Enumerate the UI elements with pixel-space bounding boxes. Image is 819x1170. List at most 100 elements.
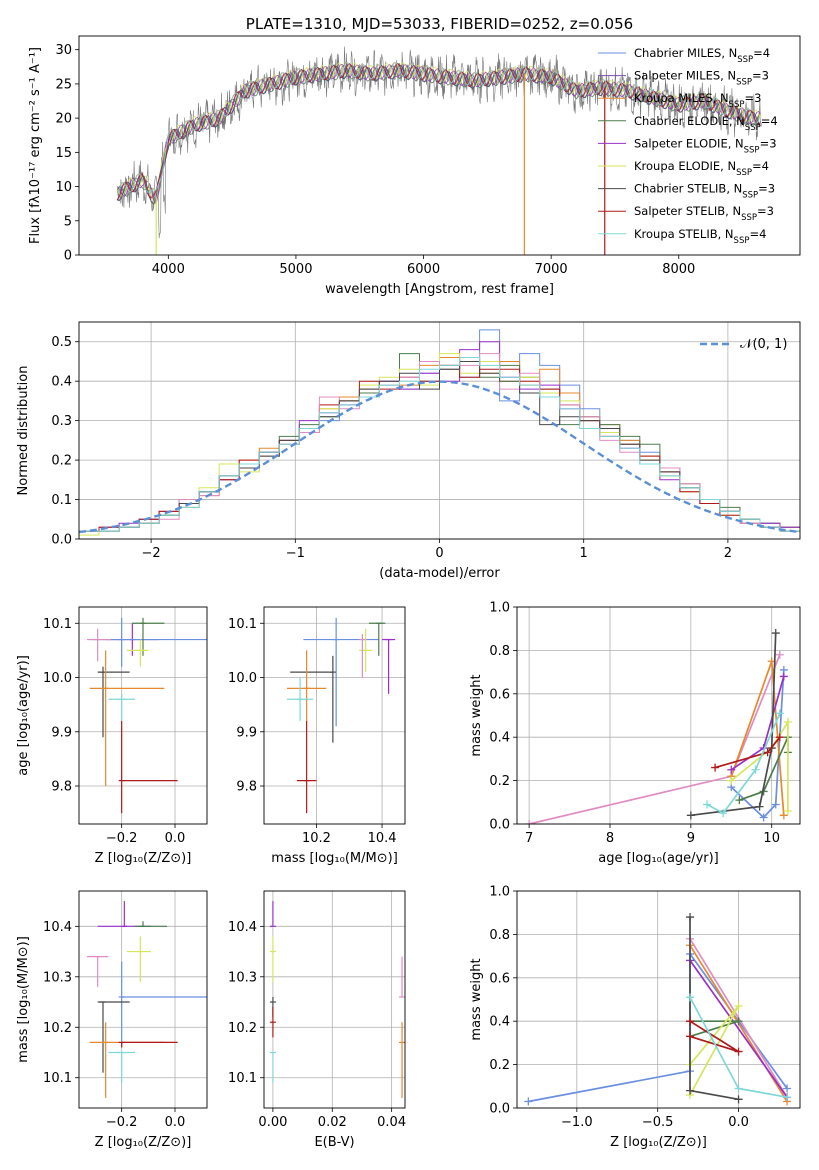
- y-tick-label: 0.4: [489, 731, 510, 746]
- y-tick-label: 10.0: [43, 671, 72, 686]
- weight-marker: [783, 1093, 792, 1102]
- weight-marker: [775, 709, 784, 718]
- y-tick-label: 0: [64, 249, 72, 264]
- x-axis-label: (data-model)/error: [379, 566, 500, 581]
- weight-line: [706, 712, 781, 815]
- x-axis-label: Z [log₁₀(Z/Z⊙)]: [95, 1135, 192, 1150]
- y-tick-label: 20: [55, 112, 72, 127]
- y-tick-label: 10.4: [228, 920, 257, 935]
- y-tick-label: 10.1: [228, 1071, 257, 1086]
- residual-histogram: [79, 357, 800, 539]
- weight-marker: [686, 913, 695, 922]
- weight-marker: [703, 800, 712, 809]
- weight-marker: [711, 763, 720, 772]
- weight-marker: [734, 1095, 743, 1104]
- plot-area-spectrum: [116, 46, 762, 255]
- weight-marker: [719, 809, 728, 818]
- legend-entry: Salpeter MILES, NSSP=3: [634, 69, 769, 88]
- x-axis-label: mass [log₁₀(M/M⊙)]: [271, 851, 398, 866]
- x-tick-label: 0.0: [165, 1115, 186, 1130]
- y-tick-label: 30: [55, 43, 72, 58]
- x-axis-label: Z [log₁₀(Z/Z⊙)]: [610, 1135, 707, 1150]
- weight-line: [730, 669, 785, 819]
- panel-weight_vs_Z: −1.0 −0.5 0.0 0.0 0.2 0.4 0.6 0.8 1.0 Z [log₁₀(Z/…: [469, 885, 801, 1150]
- weight-line: [689, 1020, 739, 1053]
- x-tick-label: −0.5: [642, 1115, 674, 1130]
- weight-marker: [771, 800, 780, 809]
- weight-marker: [734, 1017, 743, 1026]
- weight-marker: [525, 820, 534, 824]
- y-tick-label: 10.3: [228, 970, 257, 985]
- y-tick-label: 0.2: [489, 774, 510, 789]
- chart-title: PLATE=1310, MJD=53033, FIBERID=0252, z=0…: [246, 15, 633, 33]
- x-tick-label: 8000: [662, 262, 695, 277]
- weight-marker: [734, 1002, 743, 1011]
- weight-marker: [686, 811, 695, 820]
- y-axis-label: age [log₁₀(age/yr)]: [16, 655, 31, 776]
- legend-entry: Kroupa STELIB, NSSP=4: [634, 227, 766, 246]
- plot-area-residuals: [79, 329, 800, 539]
- x-tick-label: 7: [525, 831, 533, 846]
- legend-entry: Chabrier MILES, NSSP=4: [634, 46, 770, 65]
- panel-spectrum: 4000 5000 6000 7000 8000 0 5 10 15 20 25 30 waveleng…: [28, 15, 801, 297]
- y-tick-label: 0.8: [489, 644, 510, 659]
- x-tick-label: 5000: [279, 262, 312, 277]
- x-tick-label: 0.04: [377, 1115, 406, 1130]
- legend-entry: Kroupa ELODIE, NSSP=4: [634, 159, 769, 178]
- weight-marker: [686, 1086, 695, 1095]
- x-tick-label: 8: [606, 831, 614, 846]
- y-tick-label: 10.1: [228, 617, 257, 632]
- model-spectrum-line: [116, 61, 761, 196]
- panel-age_vs_mass: 10.2 10.4 9.8 9.9 10.0 10.1 mass [log₁₀(M/M⊙)]: [228, 606, 406, 866]
- weight-marker: [783, 1084, 792, 1093]
- panel-mass_vs_EBV: 0.00 0.02 0.04 10.1 10.2 10.3 10.4 E(B-V): [228, 890, 406, 1150]
- x-tick-label: 10.4: [368, 831, 397, 846]
- y-tick-label: 9.8: [236, 780, 257, 795]
- spectrum-legend: Chabrier MILES, NSSP=4 Salpeter MILES, NS…: [598, 46, 778, 246]
- y-tick-label: 1.0: [489, 601, 510, 616]
- legend-entry: 𝒩(0, 1): [740, 337, 787, 352]
- y-tick-label: 10: [55, 180, 72, 195]
- weight-marker: [775, 733, 784, 742]
- y-axis-label: Normed distribution: [16, 366, 31, 496]
- y-tick-label: 10.2: [43, 1021, 72, 1036]
- normal-curve: [79, 380, 800, 534]
- weight-marker: [763, 748, 772, 757]
- axes-frame: [516, 890, 801, 1109]
- y-tick-label: 0.0: [51, 533, 72, 548]
- axes-frame: [263, 890, 406, 1109]
- y-tick-label: 10.1: [43, 1071, 72, 1086]
- x-tick-label: 10: [763, 831, 780, 846]
- panel-residuals: −2 −1 0 1 2 0.0 0.1 0.2 0.3 0.4 0.5 (data-model)/er…: [16, 321, 801, 581]
- x-tick-label: −1.0: [561, 1115, 593, 1130]
- x-tick-label: 10.2: [302, 831, 331, 846]
- weight-line: [689, 917, 739, 1101]
- x-tick-label: 0.00: [258, 1115, 287, 1130]
- model-spectrum-line: [117, 64, 761, 205]
- x-tick-label: 0.02: [318, 1115, 347, 1130]
- y-tick-label: 9.8: [51, 780, 72, 795]
- y-tick-label: 1.0: [489, 885, 510, 900]
- x-axis-label: age [log₁₀(age/yr)]: [598, 851, 719, 866]
- y-tick-label: 9.9: [236, 725, 257, 740]
- x-tick-label: −0.2: [106, 831, 138, 846]
- panel-mass_vs_Z: −0.2 0.0 10.1 10.2 10.3 10.4 Z [log₁₀(Z/Z⊙)] ma…: [16, 890, 208, 1150]
- y-tick-label: 0.6: [489, 971, 510, 986]
- x-tick-label: −2: [142, 546, 161, 561]
- weight-marker: [686, 1017, 695, 1026]
- y-tick-label: 0.4: [51, 375, 72, 390]
- legend-entry: Salpeter ELODIE, NSSP=3: [634, 136, 777, 155]
- y-tick-label: 0.1: [51, 493, 72, 508]
- weight-marker: [727, 765, 736, 774]
- x-tick-label: 2: [724, 546, 732, 561]
- y-tick-label: 0.0: [489, 818, 510, 833]
- y-axis-label: mass weight: [469, 674, 484, 756]
- panel-age_vs_Z: −0.2 0.0 9.8 9.9 10.0 10.1 Z [log₁₀(Z/Z⊙)] age …: [16, 606, 208, 866]
- axes-frame: [78, 35, 801, 256]
- y-axis-label: mass weight: [469, 958, 484, 1040]
- y-tick-label: 10.3: [43, 970, 72, 985]
- x-tick-label: 0.0: [165, 831, 186, 846]
- y-tick-label: 15: [55, 146, 72, 161]
- plot-area-age_vs_mass: [286, 617, 396, 814]
- axes-frame: [78, 321, 801, 540]
